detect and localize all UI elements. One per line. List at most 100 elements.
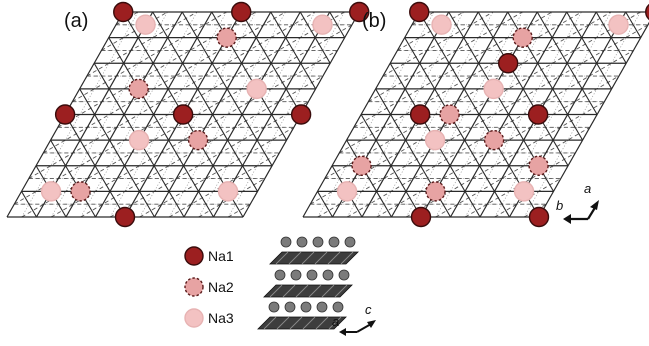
grid-dashed-line bbox=[411, 11, 435, 26]
grid-solid-diagonal bbox=[329, 11, 346, 38]
legend-na3-label: Na3 bbox=[208, 310, 234, 326]
na2-site bbox=[483, 129, 505, 151]
na1-site bbox=[172, 104, 194, 125]
na1-site bbox=[54, 104, 76, 125]
panel-a-lattice bbox=[6, 1, 370, 228]
na1-site bbox=[349, 1, 370, 23]
na1-site bbox=[290, 104, 312, 125]
ion-ball bbox=[300, 301, 312, 313]
grid-dashed-line bbox=[324, 11, 612, 179]
ion-ball bbox=[296, 236, 308, 248]
ion-ball bbox=[274, 269, 286, 281]
ion-ball bbox=[268, 301, 280, 313]
na1-site bbox=[527, 104, 549, 125]
ion-ball bbox=[284, 301, 296, 313]
na1-site bbox=[409, 104, 431, 125]
grid-solid-diagonal bbox=[270, 11, 317, 90]
na1-site bbox=[645, 3, 649, 21]
slab-edge bbox=[315, 316, 329, 330]
panel-b-axes-indicator: a b bbox=[556, 181, 599, 224]
grid-dashed-line bbox=[51, 50, 338, 218]
ion-ball bbox=[290, 269, 302, 281]
legend-na2-marker bbox=[184, 277, 204, 297]
grid-solid-diagonal bbox=[21, 191, 37, 218]
na1-site bbox=[231, 1, 252, 23]
slab-edge bbox=[263, 316, 277, 330]
na3-site bbox=[336, 181, 358, 202]
grid-solid-diagonal bbox=[595, 11, 627, 64]
grid-solid-diagonal bbox=[240, 11, 302, 115]
panel-b-label: (b) bbox=[362, 10, 386, 32]
na2-site bbox=[351, 155, 372, 176]
axis-c-arrowhead bbox=[367, 320, 376, 328]
ion-ball bbox=[332, 301, 344, 313]
na1-site bbox=[113, 1, 134, 23]
slab-edge bbox=[327, 251, 341, 265]
na2-site bbox=[528, 155, 549, 176]
na3-site bbox=[483, 78, 504, 100]
slab-edge bbox=[334, 284, 348, 298]
na2-site bbox=[70, 181, 91, 202]
na1-site bbox=[497, 53, 519, 74]
na2-site bbox=[187, 129, 209, 151]
grid-solid-diagonal bbox=[360, 114, 422, 218]
grid-dashed-line bbox=[347, 50, 634, 218]
grid-dashed-line bbox=[228, 203, 251, 218]
grid-solid-diagonal bbox=[79, 88, 155, 218]
grid-solid-diagonal bbox=[566, 11, 613, 90]
slab-edge bbox=[275, 251, 289, 265]
slab-edge bbox=[289, 316, 303, 330]
grid-solid-diagonal bbox=[346, 139, 392, 218]
na2-site bbox=[512, 27, 533, 48]
na3-site bbox=[431, 14, 452, 35]
na2-site bbox=[425, 181, 446, 202]
stack-axes-indicator: c a bbox=[332, 302, 376, 336]
legend-na2-label: Na2 bbox=[208, 279, 234, 295]
slab-edge bbox=[321, 284, 335, 298]
slab-edge bbox=[276, 316, 290, 330]
na3-site bbox=[246, 78, 267, 100]
ion-ball bbox=[280, 236, 292, 248]
ion-ball bbox=[322, 269, 334, 281]
axis-b-arrowhead bbox=[563, 214, 571, 224]
na1-site bbox=[410, 206, 432, 228]
slab-edge bbox=[288, 251, 302, 265]
grid-solid-diagonal bbox=[625, 11, 642, 38]
ion-ball bbox=[338, 269, 350, 281]
ion-ball bbox=[316, 301, 328, 313]
grid-dashed-line bbox=[72, 11, 227, 103]
grid-dashed-line bbox=[28, 11, 316, 179]
axis-b-label: b bbox=[556, 198, 563, 213]
axis-a-label: a bbox=[584, 181, 591, 196]
ion-ball bbox=[344, 236, 356, 248]
grid-solid-diagonal bbox=[536, 11, 598, 115]
axis-a-arrowhead bbox=[590, 200, 599, 210]
ion-ball bbox=[312, 236, 324, 248]
ion-ball bbox=[306, 269, 318, 281]
grid-dashed-line bbox=[139, 126, 295, 218]
grid-solid-diagonal bbox=[317, 191, 333, 218]
slab-edge bbox=[269, 284, 283, 298]
slab-edge bbox=[308, 284, 322, 298]
slab-edge bbox=[302, 316, 316, 330]
grid-solid-diagonal bbox=[64, 114, 126, 218]
na1-site bbox=[528, 206, 550, 228]
axis-c-arrow bbox=[356, 323, 372, 333]
na3-site bbox=[128, 129, 150, 151]
panel-b-lattice bbox=[302, 1, 649, 228]
legend-na1-label: Na1 bbox=[208, 248, 234, 264]
panel-a-label: (a) bbox=[64, 10, 88, 32]
grid-solid-diagonal bbox=[50, 139, 96, 218]
grid-dashed-line bbox=[115, 11, 139, 26]
grid-solid-diagonal bbox=[108, 37, 214, 218]
grid-dashed-line bbox=[435, 126, 591, 218]
grid-dashed-line bbox=[368, 11, 523, 103]
na3-site bbox=[135, 14, 156, 35]
octahedral-slab bbox=[269, 251, 359, 265]
grid-dashed-line bbox=[524, 203, 547, 218]
slab-edge bbox=[340, 251, 354, 265]
na3-site bbox=[608, 14, 629, 35]
na1-site bbox=[409, 1, 430, 23]
na2-site bbox=[128, 78, 149, 100]
